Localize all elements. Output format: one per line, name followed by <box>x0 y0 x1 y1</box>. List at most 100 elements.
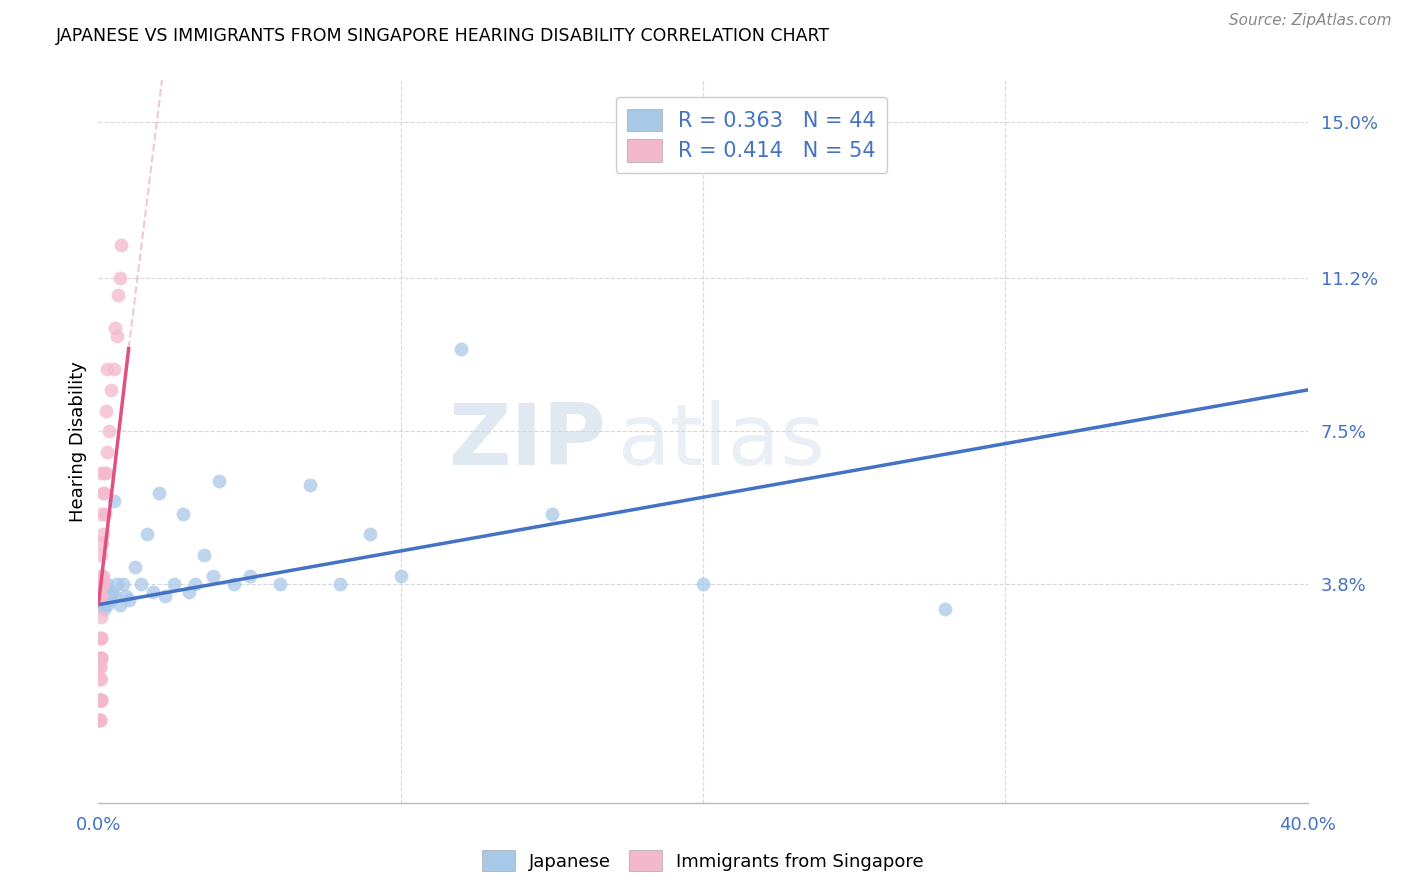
Y-axis label: Hearing Disability: Hearing Disability <box>69 361 87 522</box>
Point <box>89 713 111 727</box>
Point <box>100 383 122 397</box>
Point <box>153 590 176 604</box>
Point <box>111 577 134 591</box>
Point <box>101 585 124 599</box>
Point <box>184 577 207 591</box>
Point <box>89 713 111 727</box>
Point <box>135 527 157 541</box>
Point <box>94 585 117 599</box>
Point <box>104 590 127 604</box>
Point <box>329 577 352 591</box>
Point <box>90 568 112 582</box>
Point <box>90 590 112 604</box>
Point <box>148 486 170 500</box>
Point <box>129 577 152 591</box>
Point <box>90 631 112 645</box>
Point <box>89 631 111 645</box>
Point <box>89 692 111 706</box>
Point <box>94 466 117 480</box>
Point <box>89 659 111 673</box>
Point <box>91 527 114 541</box>
Point <box>91 577 114 591</box>
Point <box>100 593 122 607</box>
Text: atlas: atlas <box>619 400 827 483</box>
Point <box>89 651 111 665</box>
Point <box>90 651 112 665</box>
Point <box>94 403 117 417</box>
Point <box>93 581 115 595</box>
Point <box>692 577 714 591</box>
Point <box>104 321 127 335</box>
Point <box>90 585 112 599</box>
Legend: R = 0.363   N = 44, R = 0.414   N = 54: R = 0.363 N = 44, R = 0.414 N = 54 <box>616 97 887 173</box>
Point <box>103 362 125 376</box>
Point <box>114 590 136 604</box>
Point <box>90 590 112 604</box>
Point <box>89 692 111 706</box>
Point <box>163 577 186 591</box>
Text: ZIP: ZIP <box>449 400 606 483</box>
Point <box>172 507 194 521</box>
Point <box>89 692 111 706</box>
Point <box>93 466 115 480</box>
Point <box>90 692 112 706</box>
Point <box>450 342 472 356</box>
Point <box>93 601 115 615</box>
Point <box>89 692 111 706</box>
Point <box>108 271 131 285</box>
Point <box>90 590 112 604</box>
Point <box>110 238 132 252</box>
Point <box>87 713 110 727</box>
Point <box>934 601 956 615</box>
Point <box>299 478 322 492</box>
Point <box>90 651 112 665</box>
Point <box>89 672 111 686</box>
Point <box>90 590 112 604</box>
Point <box>179 585 201 599</box>
Point <box>98 424 121 438</box>
Point <box>389 568 412 582</box>
Point <box>90 651 112 665</box>
Point <box>90 631 112 645</box>
Point <box>91 598 114 612</box>
Point <box>91 486 114 500</box>
Point <box>224 577 246 591</box>
Point <box>90 610 112 624</box>
Point <box>90 692 112 706</box>
Point <box>124 560 146 574</box>
Point <box>94 507 117 521</box>
Point <box>93 486 115 500</box>
Point <box>96 598 118 612</box>
Point <box>90 466 112 480</box>
Point <box>269 577 291 591</box>
Point <box>142 585 165 599</box>
Point <box>91 535 114 549</box>
Point <box>96 445 118 459</box>
Point <box>94 593 117 607</box>
Point <box>90 507 112 521</box>
Point <box>202 568 225 582</box>
Point <box>360 527 382 541</box>
Point <box>107 288 129 302</box>
Point <box>90 692 112 706</box>
Point <box>89 713 111 727</box>
Legend: Japanese, Immigrants from Singapore: Japanese, Immigrants from Singapore <box>475 843 931 879</box>
Point <box>91 590 114 604</box>
Point <box>90 692 112 706</box>
Point <box>118 593 141 607</box>
Point <box>105 329 128 343</box>
Point <box>90 593 112 607</box>
Point <box>103 494 125 508</box>
Point <box>91 577 114 591</box>
Point <box>91 568 114 582</box>
Point <box>90 548 112 562</box>
Point <box>90 672 112 686</box>
Text: Source: ZipAtlas.com: Source: ZipAtlas.com <box>1229 13 1392 29</box>
Point <box>89 659 111 673</box>
Point <box>193 548 215 562</box>
Point <box>208 474 231 488</box>
Point <box>540 507 562 521</box>
Point <box>90 577 112 591</box>
Text: JAPANESE VS IMMIGRANTS FROM SINGAPORE HEARING DISABILITY CORRELATION CHART: JAPANESE VS IMMIGRANTS FROM SINGAPORE HE… <box>56 27 831 45</box>
Point <box>108 598 131 612</box>
